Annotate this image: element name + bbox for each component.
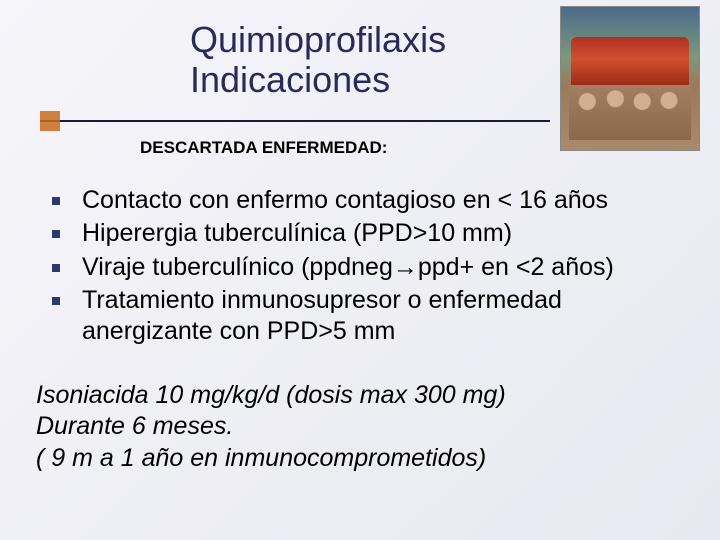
list-item: Tratamiento inmunosupresor o enfermedad … — [46, 285, 690, 348]
subheader: DESCARTADA ENFERMEDAD: — [140, 138, 387, 158]
list-item: Hiperergia tuberculínica (PPD>10 mm) — [46, 218, 690, 249]
title-underline — [40, 120, 550, 122]
footer-line: Isoniacida 10 mg/kg/d (dosis max 300 mg) — [36, 380, 690, 411]
list-item: Contacto con enfermo contagioso en < 16 … — [46, 185, 690, 216]
bus-children-photo — [560, 6, 700, 151]
slide: Quimioprofilaxis Indicaciones DESCARTADA… — [0, 0, 720, 540]
footer-block: Isoniacida 10 mg/kg/d (dosis max 300 mg)… — [36, 380, 690, 474]
footer-line: Durante 6 meses. — [36, 411, 690, 442]
title-line-1: Quimioprofilaxis — [190, 20, 550, 60]
accent-square — [40, 111, 60, 131]
footer-line: ( 9 m a 1 año en inmunocomprometidos) — [36, 443, 690, 474]
title-block: Quimioprofilaxis Indicaciones — [190, 20, 550, 99]
title-line-2: Indicaciones — [190, 60, 550, 100]
list-item: Viraje tuberculínico (ppdneg→ppd+ en <2 … — [46, 252, 690, 283]
bullet-list: Contacto con enfermo contagioso en < 16 … — [46, 185, 690, 349]
